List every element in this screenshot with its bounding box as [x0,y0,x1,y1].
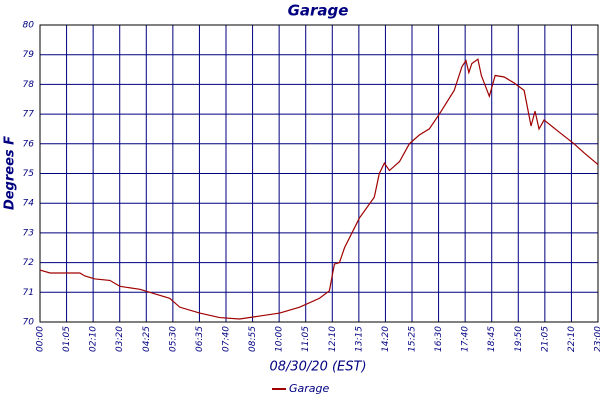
x-tick-label: 22:10 [567,326,577,352]
chart-title: Garage [288,2,349,20]
x-tick-label: 18:45 [487,326,497,352]
plot-border [39,24,599,323]
y-tick-label: 79 [23,50,35,60]
x-tick-label: 23:00 [594,326,600,352]
y-tick-label: 73 [23,228,35,238]
x-tick-label: 19:50 [514,326,524,352]
x-tick-label: 01:05 [62,326,72,352]
y-tick-label: 74 [23,199,35,209]
x-tick-label: 15:25 [408,326,418,352]
y-tick-label: 72 [23,258,35,268]
x-tick-label: 08:55 [248,326,258,352]
x-tick-label: 12:10 [328,326,338,352]
x-tick-label: 00:00 [36,326,46,352]
y-axis-label: Degrees F [3,136,18,210]
x-tick-label: 14:20 [381,326,391,352]
x-axis-label: 08/30/20 (EST) [269,360,366,375]
y-tick-label: 77 [23,110,35,120]
y-tick-label: 75 [23,169,35,179]
x-tick-label: 04:25 [142,326,152,352]
x-tick-label: 02:10 [89,326,99,352]
x-tick-label: 17:40 [461,326,471,352]
x-tick-label: 06:35 [195,326,205,352]
y-tick-label: 71 [23,288,34,298]
data-line [39,58,599,320]
x-tick-label: 07:40 [222,326,232,352]
y-tick-label: 80 [23,21,35,31]
y-tick-label: 78 [23,80,35,90]
x-tick-label: 21:05 [540,326,550,352]
x-tick-label: 03:20 [115,326,125,352]
legend-label: Garage [289,382,330,395]
x-tick-label: 11:05 [301,326,311,352]
y-tick-label: 76 [23,139,35,149]
x-tick-label: 13:15 [354,326,364,352]
x-tick-label: 10:00 [275,326,285,352]
x-tick-label: 16:30 [434,326,444,352]
x-tick-label: 05:30 [168,326,178,352]
y-tick-label: 70 [23,318,35,328]
